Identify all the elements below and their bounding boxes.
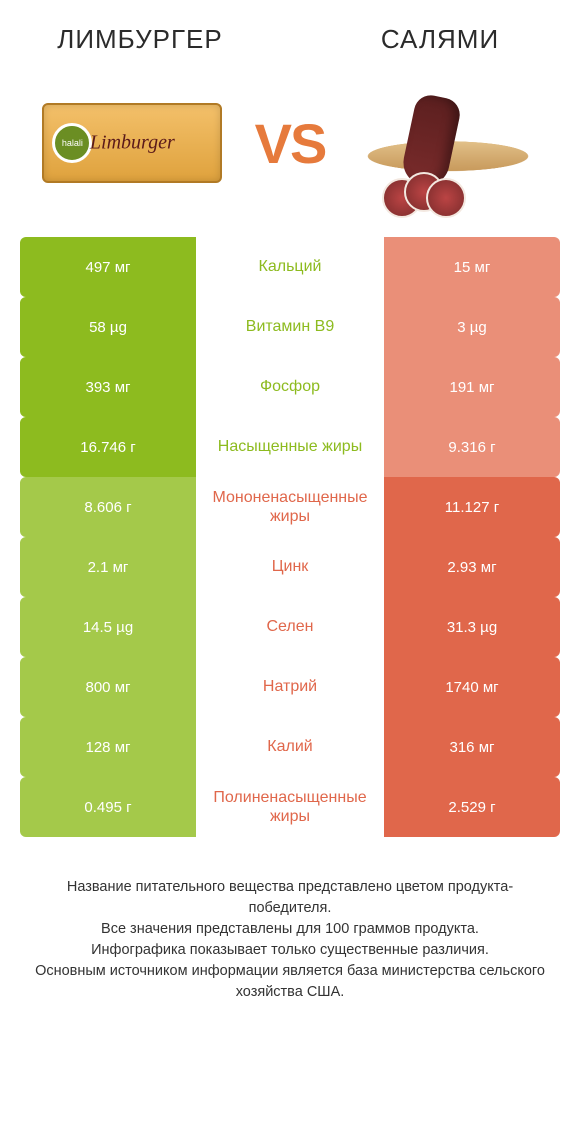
right-value: 191 мг bbox=[384, 357, 560, 417]
footer-line: Инфографика показывает только существенн… bbox=[26, 940, 554, 961]
nutrient-label: Селен bbox=[196, 597, 384, 657]
product-headings: ЛИМБУРГЕР САЛЯМИ bbox=[20, 24, 560, 55]
nutrient-label: Насыщенные жиры bbox=[196, 417, 384, 477]
right-product-title: САЛЯМИ bbox=[320, 24, 560, 55]
footer-line: Основным источником информации является … bbox=[26, 961, 554, 1003]
footer-notes: Название питательного вещества представл… bbox=[20, 877, 560, 1003]
right-value: 3 µg bbox=[384, 297, 560, 357]
nutrient-label: Фосфор bbox=[196, 357, 384, 417]
hero-row: halali Limburger VS bbox=[20, 83, 560, 203]
table-row: 14.5 µgСелен31.3 µg bbox=[20, 597, 560, 657]
left-product-image: halali Limburger bbox=[20, 83, 245, 203]
left-value: 128 мг bbox=[20, 717, 196, 777]
table-row: 2.1 мгЦинк2.93 мг bbox=[20, 537, 560, 597]
nutrient-label: Натрий bbox=[196, 657, 384, 717]
table-row: 128 мгКалий316 мг bbox=[20, 717, 560, 777]
nutrient-label: Мононенасыщенные жиры bbox=[196, 477, 384, 537]
right-value: 2.93 мг bbox=[384, 537, 560, 597]
left-value: 497 мг bbox=[20, 237, 196, 297]
footer-line: Название питательного вещества представл… bbox=[26, 877, 554, 919]
left-value: 16.746 г bbox=[20, 417, 196, 477]
right-value: 1740 мг bbox=[384, 657, 560, 717]
nutrient-label: Цинк bbox=[196, 537, 384, 597]
nutrient-label: Полиненасыщенные жиры bbox=[196, 777, 384, 837]
cheese-badge: halali bbox=[52, 123, 92, 163]
right-value: 11.127 г bbox=[384, 477, 560, 537]
left-value: 0.495 г bbox=[20, 777, 196, 837]
table-row: 0.495 гПолиненасыщенные жиры2.529 г bbox=[20, 777, 560, 837]
table-row: 800 мгНатрий1740 мг bbox=[20, 657, 560, 717]
left-value: 8.606 г bbox=[20, 477, 196, 537]
comparison-table: 497 мгКальций15 мг58 µgВитамин B93 µg393… bbox=[20, 237, 560, 837]
nutrient-label: Витамин B9 bbox=[196, 297, 384, 357]
left-value: 2.1 мг bbox=[20, 537, 196, 597]
left-value: 800 мг bbox=[20, 657, 196, 717]
right-product-image bbox=[335, 83, 560, 203]
right-value: 316 мг bbox=[384, 717, 560, 777]
table-row: 393 мгФосфор191 мг bbox=[20, 357, 560, 417]
table-row: 58 µgВитамин B93 µg bbox=[20, 297, 560, 357]
nutrient-label: Кальций bbox=[196, 237, 384, 297]
nutrient-label: Калий bbox=[196, 717, 384, 777]
table-row: 8.606 гМононенасыщенные жиры11.127 г bbox=[20, 477, 560, 537]
footer-line: Все значения представлены для 100 граммо… bbox=[26, 919, 554, 940]
left-value: 14.5 µg bbox=[20, 597, 196, 657]
table-row: 497 мгКальций15 мг bbox=[20, 237, 560, 297]
comparison-infographic: ЛИМБУРГЕР САЛЯМИ halali Limburger VS 497… bbox=[0, 0, 580, 1033]
cheese-icon: halali Limburger bbox=[42, 103, 222, 183]
left-value: 58 µg bbox=[20, 297, 196, 357]
right-value: 31.3 µg bbox=[384, 597, 560, 657]
left-product-title: ЛИМБУРГЕР bbox=[20, 24, 260, 55]
right-value: 2.529 г bbox=[384, 777, 560, 837]
right-value: 15 мг bbox=[384, 237, 560, 297]
vs-label: VS bbox=[255, 111, 326, 176]
salami-icon bbox=[368, 88, 528, 198]
right-value: 9.316 г bbox=[384, 417, 560, 477]
left-value: 393 мг bbox=[20, 357, 196, 417]
cheese-label: Limburger bbox=[90, 132, 175, 155]
table-row: 16.746 гНасыщенные жиры9.316 г bbox=[20, 417, 560, 477]
